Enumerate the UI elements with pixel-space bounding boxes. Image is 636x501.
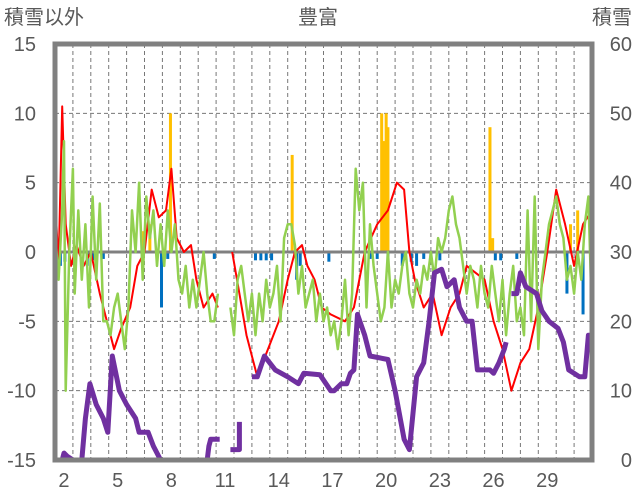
blue-bar — [400, 252, 404, 266]
x-tick-label: 23 — [429, 470, 451, 492]
left-tick-label: 5 — [25, 173, 36, 195]
orange-bar — [569, 224, 573, 252]
right-tick-label: 50 — [610, 103, 632, 125]
left-tick-label: -5 — [18, 311, 36, 333]
blue-bar — [415, 252, 419, 266]
blue-bar — [327, 252, 331, 262]
x-tick-label: 14 — [268, 470, 290, 492]
plot-border — [52, 41, 595, 463]
chart-title: 豊富 — [298, 5, 338, 29]
x-tick-label: 26 — [482, 470, 504, 492]
left-tick-label: 0 — [25, 242, 36, 264]
blue-bar — [375, 252, 379, 259]
left-tick-label: -15 — [7, 450, 36, 472]
orange-bar — [386, 127, 390, 252]
orange-bar — [290, 154, 294, 252]
blue-bar — [253, 252, 257, 261]
blue-bar — [270, 252, 274, 261]
blue-bar — [422, 252, 426, 259]
blue-bar — [493, 252, 497, 261]
plot-frame — [52, 41, 595, 463]
blue-bar — [368, 252, 372, 259]
orange-bar — [381, 141, 385, 252]
blue-bar — [581, 252, 585, 315]
left-tick-label: 10 — [14, 103, 36, 125]
purple-series-line — [511, 270, 592, 380]
blue-bar — [212, 252, 216, 259]
green-series-line — [229, 167, 594, 351]
orange-bar — [380, 113, 384, 252]
x-tick-label: 20 — [375, 470, 397, 492]
orange-bar — [488, 127, 492, 252]
blue-bar — [515, 252, 519, 259]
purple-series-line — [55, 353, 220, 463]
purple-series-line — [251, 266, 509, 453]
green-series-line — [53, 139, 220, 392]
blue-bar — [264, 252, 268, 261]
right-tick-label: 40 — [610, 173, 632, 195]
right-tick-label: 0 — [621, 450, 632, 472]
blue-bar — [298, 252, 302, 266]
left-axis-label: 積雪以外 — [4, 5, 84, 29]
orange-bar — [384, 113, 388, 252]
x-tick-label: 29 — [536, 470, 558, 492]
x-tick-label: 11 — [215, 470, 236, 492]
blue-bar — [438, 252, 442, 261]
orange-bar — [576, 210, 580, 252]
blue-bar — [160, 252, 164, 308]
blue-bar — [499, 252, 503, 261]
x-tick-label: 2 — [58, 470, 69, 492]
left-tick-label: 15 — [14, 34, 36, 56]
x-tick-label: 5 — [112, 470, 123, 492]
orange-bar — [491, 238, 495, 252]
x-tick-label: 17 — [321, 470, 343, 492]
blue-bar — [101, 252, 105, 259]
blue-bar — [166, 252, 170, 259]
right-tick-label: 10 — [610, 381, 632, 403]
right-axis-label: 積雪 — [592, 5, 632, 29]
left-tick-label: -10 — [7, 381, 36, 403]
right-tick-label: 60 — [610, 34, 632, 56]
purple-series-line — [230, 421, 242, 453]
right-tick-label: 20 — [610, 311, 632, 333]
red-series-line — [231, 181, 593, 392]
x-tick-label: 8 — [166, 470, 177, 492]
blue-bar — [259, 252, 263, 261]
red-series-line — [54, 105, 219, 351]
right-tick-label: 30 — [610, 242, 632, 264]
